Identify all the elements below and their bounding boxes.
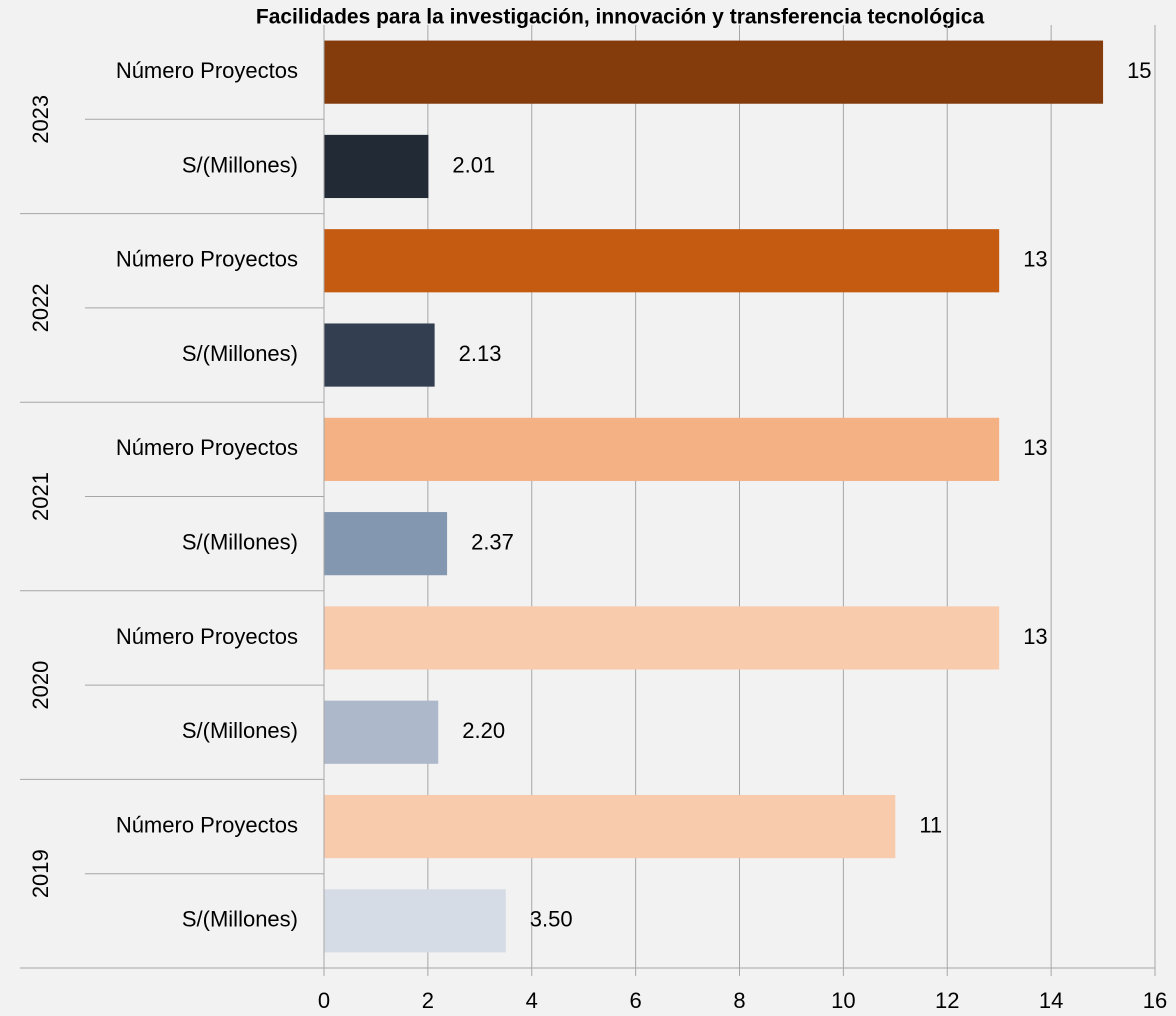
y-tick-label: S/(Millones): [182, 718, 298, 743]
y-tick-label: S/(Millones): [182, 341, 298, 366]
bar: [324, 606, 1000, 670]
y-tick-label: S/(Millones): [182, 907, 298, 932]
group-label: 2020: [28, 661, 53, 710]
y-tick-label: S/(Millones): [182, 152, 298, 177]
data-label: 15: [1127, 58, 1151, 83]
x-tick-label: 0: [318, 988, 330, 1013]
data-label: 3.50: [530, 907, 573, 932]
y-tick-label: Número Proyectos: [116, 58, 298, 83]
y-tick-label: Número Proyectos: [116, 247, 298, 272]
bar: [324, 134, 429, 199]
bar: [324, 323, 435, 387]
bar: [324, 417, 1000, 481]
x-tick-label: 10: [831, 988, 855, 1013]
group-label: 2023: [28, 95, 53, 144]
bar: [324, 889, 506, 953]
y-tick-label: Número Proyectos: [116, 812, 298, 837]
group-label: 2019: [28, 849, 53, 898]
y-tick-label: S/(Millones): [182, 529, 298, 554]
x-tick-label: 16: [1143, 988, 1167, 1013]
x-tick-label: 8: [733, 988, 745, 1013]
chart-title: Facilidades para la investigación, innov…: [256, 6, 985, 29]
bar: [324, 40, 1104, 104]
x-tick-label: 12: [935, 988, 959, 1013]
x-tick-label: 6: [630, 988, 642, 1013]
bar: [324, 512, 448, 576]
data-label: 2.01: [452, 152, 495, 177]
data-label: 13: [1023, 247, 1047, 272]
data-label: 13: [1023, 435, 1047, 460]
group-label: 2021: [28, 472, 53, 521]
data-label: 11: [919, 812, 942, 837]
data-label: 2.37: [471, 529, 514, 554]
data-label: 2.13: [459, 341, 502, 366]
y-tick-label: Número Proyectos: [116, 624, 298, 649]
bar: [324, 700, 439, 764]
bar: [324, 229, 1000, 293]
x-tick-label: 14: [1039, 988, 1063, 1013]
data-label: 13: [1023, 624, 1047, 649]
group-label: 2022: [28, 283, 53, 332]
x-tick-label: 2: [422, 988, 434, 1013]
bar: [324, 794, 896, 859]
data-label: 2.20: [462, 718, 505, 743]
y-tick-label: Número Proyectos: [116, 435, 298, 460]
x-tick-label: 4: [526, 988, 538, 1013]
